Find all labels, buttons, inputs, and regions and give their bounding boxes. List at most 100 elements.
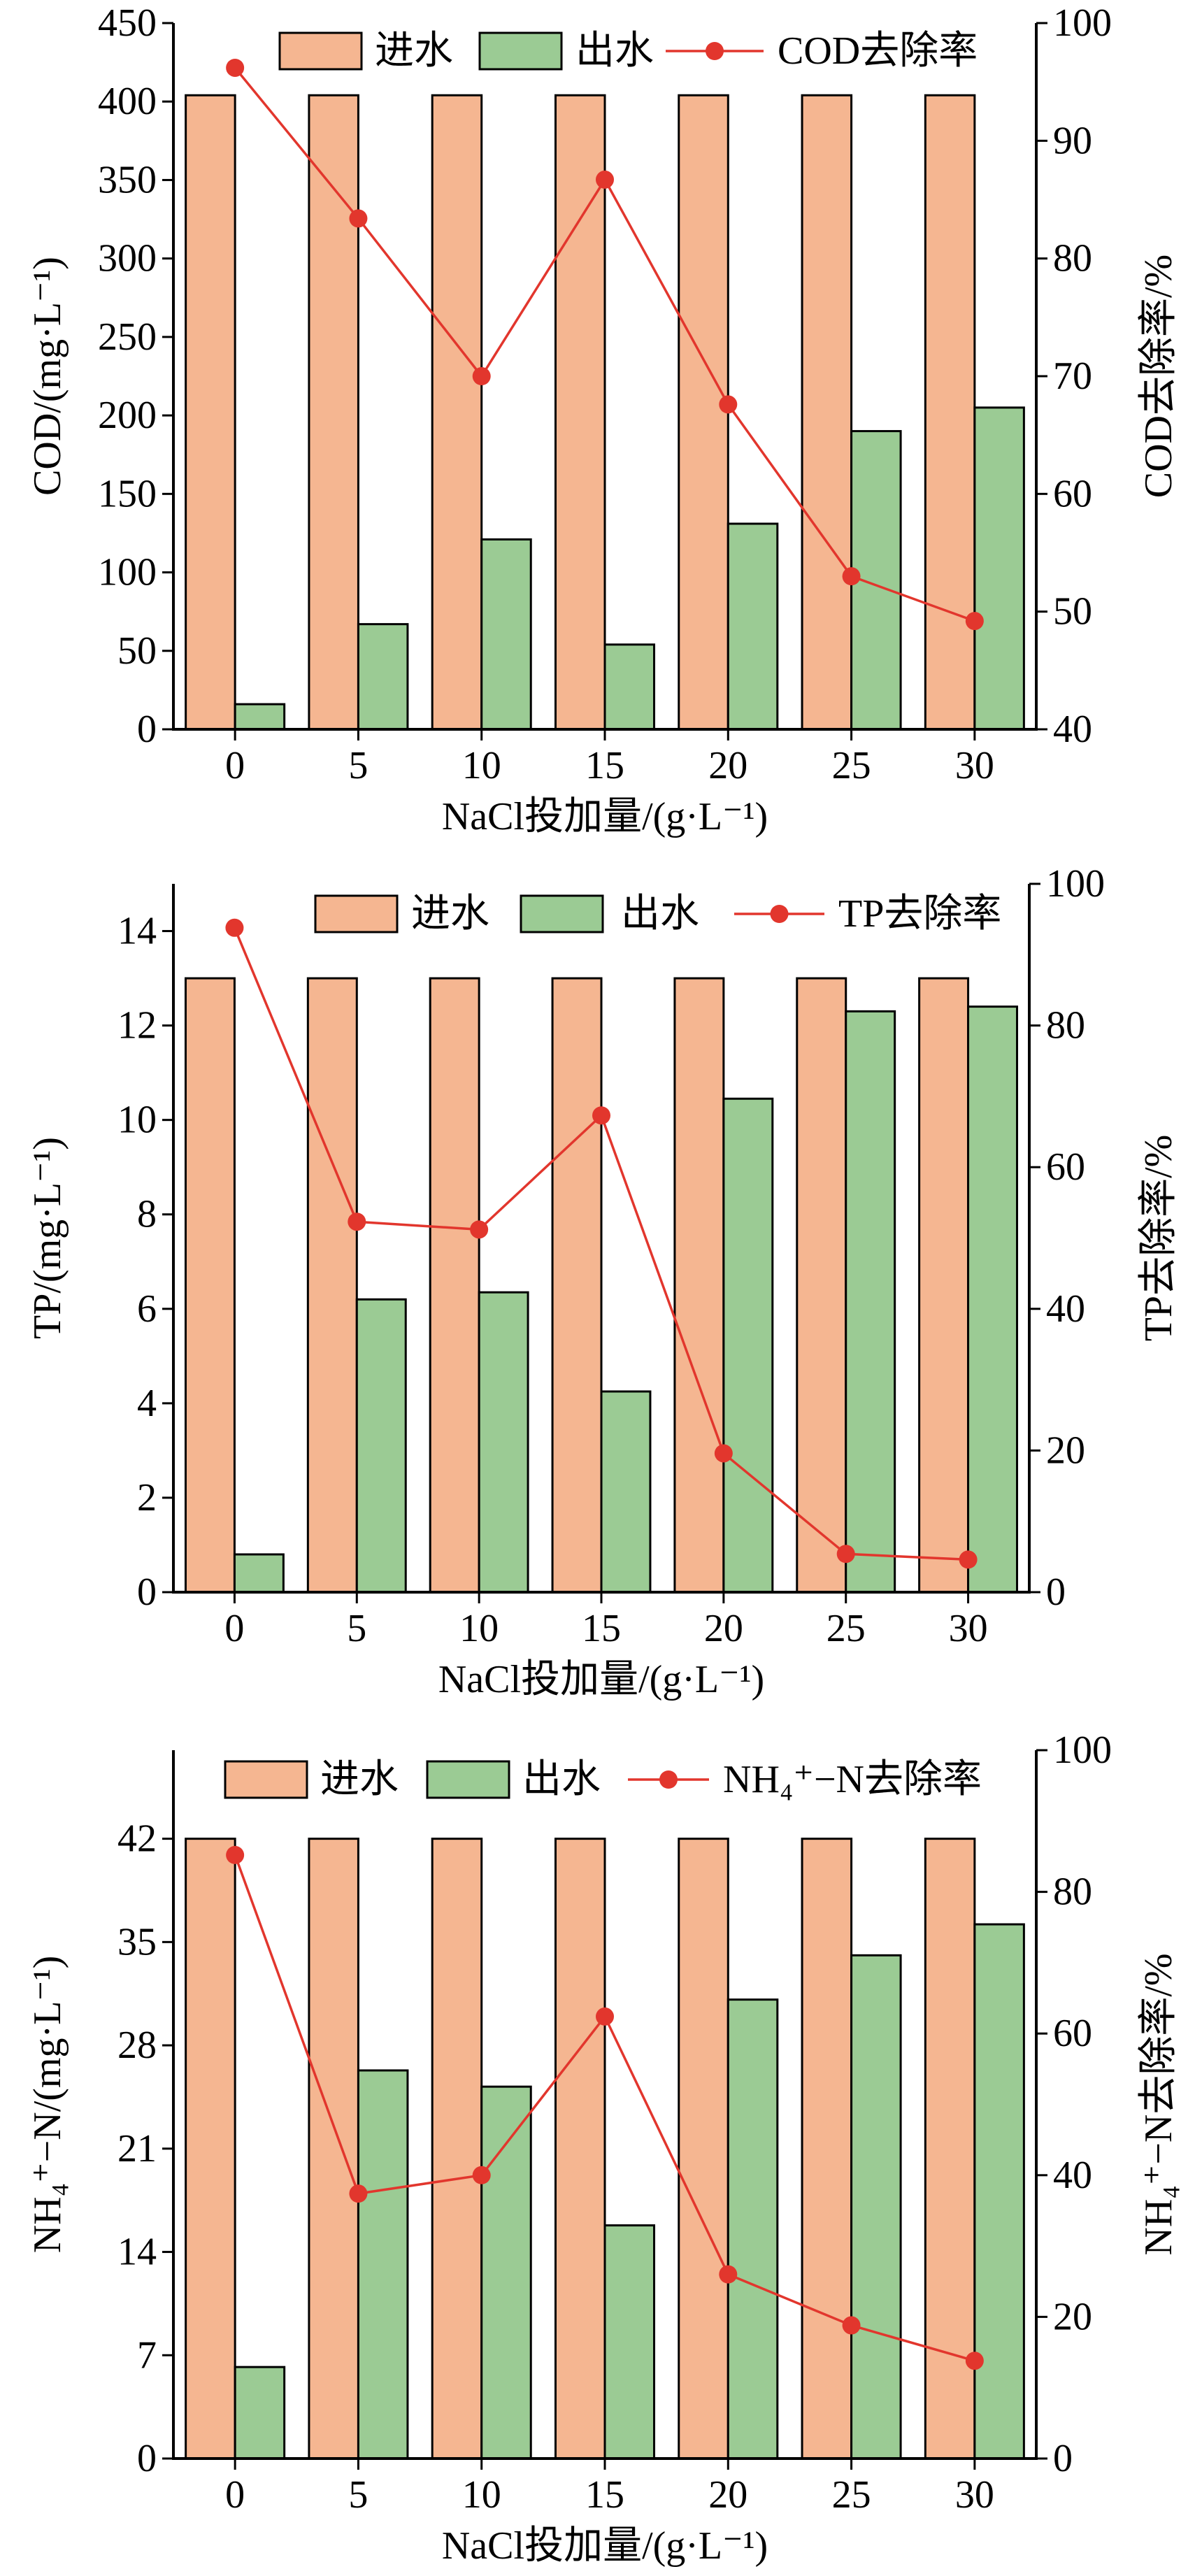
left-y-axis-title: TP/(mg·L⁻¹) — [26, 1137, 69, 1339]
x-tick-label: 5 — [347, 1607, 366, 1650]
left-y-tick-label: 42 — [117, 1817, 157, 1861]
left-y-tick-label: 10 — [117, 1099, 157, 1142]
x-tick-label: 25 — [832, 2473, 871, 2517]
x-tick-label: 15 — [582, 1607, 621, 1650]
x-tick-label: 15 — [585, 2473, 624, 2517]
removal-rate-point-2 — [470, 1220, 489, 1239]
removal-rate-point-1 — [348, 1212, 366, 1231]
removal-rate-legend-marker — [770, 905, 789, 923]
removal-rate-series — [225, 918, 978, 1569]
left-y-tick-label: 2 — [137, 1476, 157, 1519]
right-y-tick-label: 40 — [1053, 2154, 1092, 2197]
effluent-bar-0 — [234, 703, 286, 731]
removal-rate-point-1 — [349, 2184, 368, 2203]
right-y-tick-label: 20 — [1046, 1429, 1085, 1472]
effluent-bar-4 — [727, 1998, 779, 2460]
left-y-tick-label: 14 — [117, 2231, 157, 2274]
right-y-axis-title: COD去除率/% — [1137, 255, 1180, 498]
x-tick-label: 20 — [704, 1607, 743, 1650]
effluent-bar-0 — [234, 2366, 286, 2460]
influent-bar-3 — [551, 977, 603, 1594]
influent-bar-3 — [554, 94, 606, 731]
left-y-tick-label: 35 — [117, 1920, 157, 1963]
right-y-tick-label: 80 — [1053, 1870, 1092, 1914]
effluent-legend-swatch — [426, 1760, 510, 1799]
influent-bar-0 — [185, 1838, 236, 2460]
chart-3: 0 7 14 21 28 35 42 0 20 40 60 80 100 0 5 10 15 20 25 30 NaCl… — [26, 1729, 1180, 2568]
legend: 进水 出水 COD去除率 — [278, 29, 978, 73]
left-y-tick-label: 0 — [137, 2437, 157, 2480]
chart-2: 0 2 4 6 8 10 12 14 0 20 40 60 80 100 0 5 10 15 20 25 30 NaCl投… — [26, 862, 1180, 1701]
right-y-tick-label: 100 — [1053, 1729, 1112, 1772]
chart-1: 0501001502002503003504004504050607080901… — [26, 1, 1180, 838]
effluent-bar-1 — [357, 623, 409, 731]
right-y-axis-title: NH₄⁺−N去除率/% — [1137, 1953, 1180, 2255]
right-y-tick-label: 100 — [1046, 862, 1105, 906]
right-y-tick-label: 60 — [1053, 2012, 1092, 2055]
removal-rate-legend-label: TP去除率 — [838, 892, 1001, 936]
x-tick-label: 20 — [708, 744, 747, 787]
effluent-bar-2 — [480, 2085, 532, 2460]
bars — [185, 1838, 1025, 2460]
x-tick-label: 5 — [348, 2473, 368, 2517]
x-tick-label: 25 — [832, 744, 871, 787]
effluent-bar-2 — [480, 538, 532, 731]
influent-bar-1 — [308, 94, 359, 731]
axes: 0 7 14 21 28 35 42 0 20 40 60 80 100 0 5 10 15 20 25 30 NaCl… — [26, 1729, 1180, 2568]
right-y-tick-label: 0 — [1053, 2437, 1073, 2480]
right-y-tick-label: 50 — [1053, 590, 1092, 634]
influent-bar-1 — [306, 977, 358, 1594]
bars — [185, 94, 1025, 731]
x-tick-label: 0 — [224, 1607, 244, 1650]
influent-legend-swatch — [278, 31, 363, 71]
removal-rate-point-6 — [959, 1550, 978, 1569]
removal-rate-legend-label: NH₄⁺−N去除率 — [723, 1758, 982, 1801]
x-tick-label: 5 — [348, 744, 368, 787]
influent-legend-label: 进水 — [320, 1758, 399, 1801]
x-axis-title: NaCl投加量/(g·L⁻¹) — [442, 2524, 768, 2568]
removal-rate-point-5 — [836, 1545, 855, 1564]
x-tick-label: 30 — [955, 744, 994, 787]
removal-rate-point-0 — [226, 1845, 245, 1864]
left-y-tick-label: 4 — [137, 1382, 157, 1425]
influent-bar-4 — [673, 977, 725, 1594]
influent-bar-4 — [678, 94, 729, 731]
effluent-bar-5 — [845, 1010, 896, 1594]
effluent-bar-4 — [722, 1097, 774, 1594]
removal-rate-point-6 — [965, 612, 984, 631]
x-tick-label: 15 — [585, 744, 624, 787]
right-y-tick-label: 90 — [1053, 119, 1092, 162]
influent-bar-6 — [918, 977, 970, 1594]
right-y-tick-label: 80 — [1053, 237, 1092, 280]
effluent-bar-3 — [600, 1390, 652, 1594]
x-tick-label: 10 — [462, 2473, 501, 2517]
influent-bar-0 — [185, 94, 236, 731]
left-y-tick-label: 250 — [98, 315, 157, 359]
left-y-tick-label: 7 — [137, 2333, 157, 2377]
influent-bar-1 — [308, 1838, 359, 2460]
influent-bar-4 — [678, 1838, 729, 2460]
removal-rate-point-3 — [596, 170, 614, 189]
removal-rate-point-0 — [226, 58, 245, 77]
right-y-tick-label: 40 — [1053, 708, 1092, 751]
influent-bar-2 — [431, 94, 483, 731]
effluent-bar-1 — [355, 1298, 407, 1594]
left-y-tick-label: 350 — [98, 158, 157, 201]
bars — [184, 977, 1019, 1594]
x-axis-title: NaCl投加量/(g·L⁻¹) — [442, 795, 768, 838]
influent-legend-label: 进水 — [411, 892, 489, 936]
right-y-axis-title: TP去除率/% — [1137, 1135, 1180, 1342]
left-y-tick-label: 450 — [98, 1, 157, 45]
influent-bar-6 — [924, 94, 976, 731]
effluent-bar-6 — [967, 1006, 1019, 1594]
left-y-tick-label: 8 — [137, 1193, 157, 1236]
removal-rate-point-3 — [596, 2007, 614, 2026]
effluent-bar-4 — [727, 522, 779, 731]
effluent-legend-label: 出水 — [621, 892, 699, 936]
effluent-bar-0 — [233, 1553, 285, 1594]
influent-bar-5 — [801, 1838, 853, 2460]
right-y-tick-label: 60 — [1046, 1145, 1085, 1189]
x-tick-label: 30 — [949, 1607, 988, 1650]
x-tick-label: 10 — [459, 1607, 499, 1650]
